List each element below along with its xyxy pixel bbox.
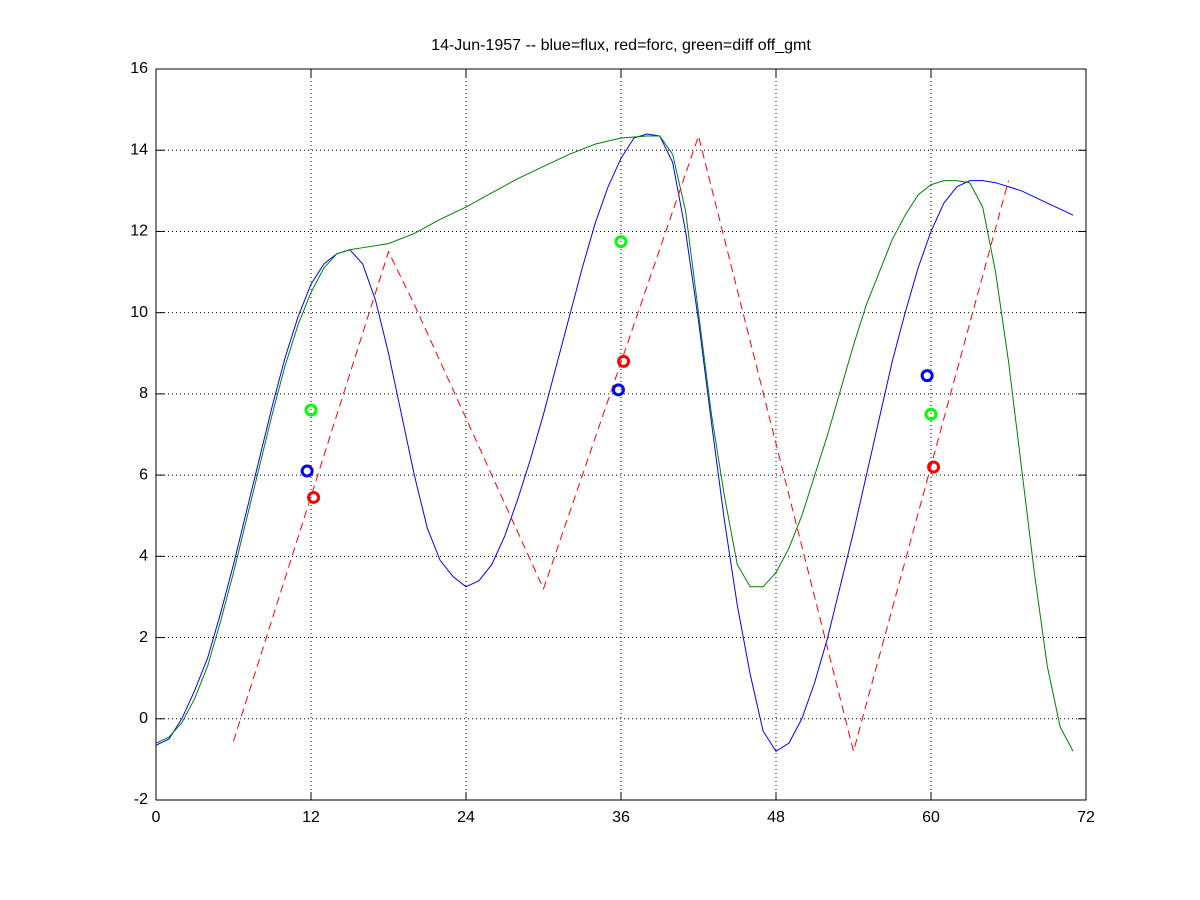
x-tick-label: 36 — [612, 809, 630, 826]
line-series — [155, 135, 1074, 752]
plot-frame — [155, 68, 1087, 801]
x-tick-label: 0 — [152, 809, 161, 826]
y-tick-label: 0 — [139, 710, 148, 727]
y-tick-label: 16 — [130, 60, 148, 77]
x-tick-label: 60 — [922, 809, 940, 826]
line-series — [233, 134, 1009, 754]
y-tick-label: 12 — [130, 223, 148, 240]
chart-title: 14-Jun-1957 -- blue=flux, red=forc, gree… — [431, 37, 811, 54]
line-series — [155, 133, 1074, 752]
x-tick-label: 48 — [767, 809, 785, 826]
marker — [304, 403, 318, 417]
marker — [307, 490, 321, 504]
marker — [300, 464, 314, 478]
y-tick-label: -2 — [134, 791, 148, 808]
y-tick-label: 14 — [130, 141, 148, 158]
y-tick-label: 10 — [130, 304, 148, 321]
marker — [924, 407, 938, 421]
marker — [920, 369, 934, 383]
y-tick-label: 2 — [139, 629, 148, 646]
marker — [611, 383, 625, 397]
marker — [617, 354, 631, 368]
x-tick-label: 24 — [457, 809, 475, 826]
x-tick-label: 72 — [1077, 809, 1095, 826]
y-tick-label: 4 — [139, 548, 148, 565]
y-tick-label: 8 — [139, 385, 148, 402]
marker — [927, 460, 941, 474]
x-tick-label: 12 — [302, 809, 320, 826]
y-tick-label: 6 — [139, 466, 148, 483]
marker — [614, 235, 628, 249]
